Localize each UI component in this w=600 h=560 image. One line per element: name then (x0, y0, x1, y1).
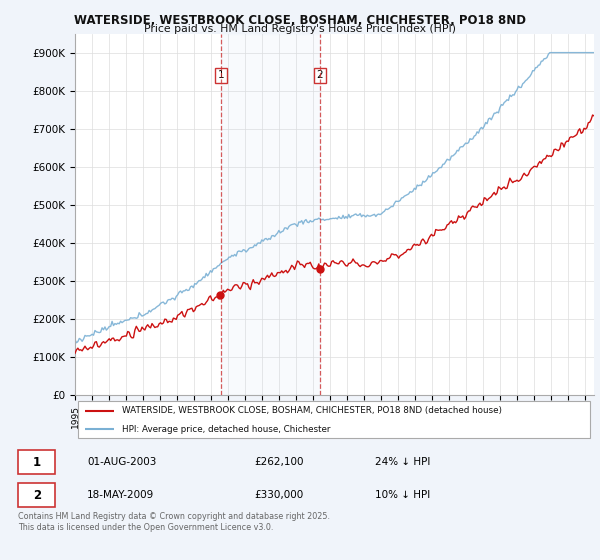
Text: HPI: Average price, detached house, Chichester: HPI: Average price, detached house, Chic… (122, 424, 330, 433)
Text: WATERSIDE, WESTBROOK CLOSE, BOSHAM, CHICHESTER, PO18 8ND: WATERSIDE, WESTBROOK CLOSE, BOSHAM, CHIC… (74, 14, 526, 27)
Text: 2: 2 (33, 488, 41, 502)
Text: Contains HM Land Registry data © Crown copyright and database right 2025.
This d: Contains HM Land Registry data © Crown c… (18, 512, 330, 532)
Text: 1: 1 (33, 455, 41, 469)
Text: WATERSIDE, WESTBROOK CLOSE, BOSHAM, CHICHESTER, PO18 8ND (detached house): WATERSIDE, WESTBROOK CLOSE, BOSHAM, CHIC… (122, 406, 502, 415)
Bar (18, 483, 55, 507)
Text: Price paid vs. HM Land Registry's House Price Index (HPI): Price paid vs. HM Land Registry's House … (144, 24, 456, 34)
Bar (18, 450, 55, 474)
Text: £330,000: £330,000 (254, 490, 303, 500)
Text: 01-AUG-2003: 01-AUG-2003 (87, 457, 156, 467)
Bar (221, 34, 320, 395)
Text: 1: 1 (218, 71, 224, 81)
Text: 18-MAY-2009: 18-MAY-2009 (87, 490, 154, 500)
Text: 10% ↓ HPI: 10% ↓ HPI (375, 490, 430, 500)
Text: £262,100: £262,100 (254, 457, 304, 467)
Text: 24% ↓ HPI: 24% ↓ HPI (375, 457, 430, 467)
Text: 2: 2 (316, 71, 323, 81)
